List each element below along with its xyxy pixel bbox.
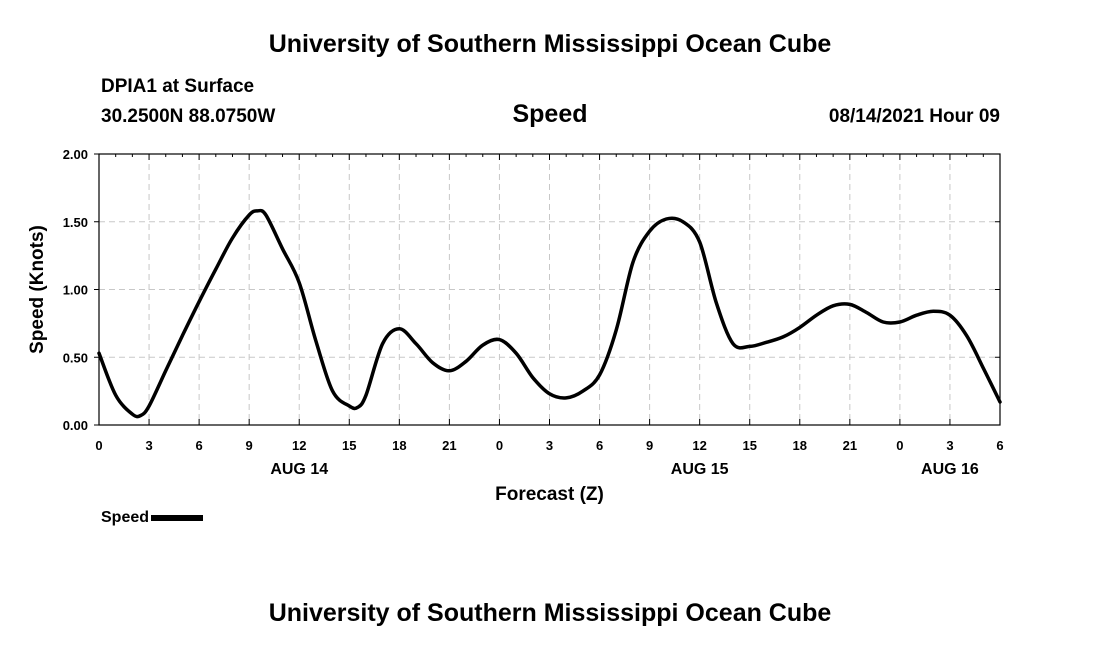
x-tick-label: 3 xyxy=(546,438,553,453)
chart-header-title: University of Southern Mississippi Ocean… xyxy=(268,30,832,58)
x-tick-label: 3 xyxy=(946,438,953,453)
x-tick-label: 0 xyxy=(95,438,102,453)
legend: Speed xyxy=(101,509,204,527)
y-tick-label: 0.00 xyxy=(63,418,88,433)
x-tick-label: 0 xyxy=(896,438,903,453)
x-tick-label: 6 xyxy=(195,438,202,453)
x-tick-label: 6 xyxy=(596,438,603,453)
x-tick-label: 6 xyxy=(996,438,1003,453)
chart-title: Speed xyxy=(512,100,588,128)
y-tick-label: 0.50 xyxy=(63,350,88,365)
x-tick-label: 18 xyxy=(793,438,807,453)
forecast-datetime: 08/14/2021 Hour 09 xyxy=(828,106,1000,127)
x-tick-label: 12 xyxy=(292,438,306,453)
x-tick-label: 15 xyxy=(342,438,356,453)
x-date-label: AUG 15 xyxy=(671,461,729,478)
legend-line-swatch xyxy=(151,515,204,521)
x-tick-label: 3 xyxy=(145,438,152,453)
y-tick-label: 1.50 xyxy=(63,215,88,230)
x-date-label: AUG 16 xyxy=(921,461,979,478)
chart-footer-title: University of Southern Mississippi Ocean… xyxy=(268,599,832,627)
x-tick-label: 9 xyxy=(646,438,653,453)
x-tick-label: 0 xyxy=(496,438,503,453)
coordinates-label: 30.2500N 88.0750W xyxy=(101,106,276,127)
y-tick-label: 2.00 xyxy=(63,147,88,162)
x-tick-label: 21 xyxy=(843,438,857,453)
x-tick-label: 21 xyxy=(442,438,456,453)
x-tick-label: 18 xyxy=(392,438,406,453)
y-tick-label: 1.00 xyxy=(63,283,88,298)
speed-series-line xyxy=(97,208,1002,419)
x-tick-label: 15 xyxy=(742,438,756,453)
legend-label: Speed xyxy=(101,509,150,526)
station-label: DPIA1 at Surface xyxy=(101,76,255,97)
x-date-label: AUG 14 xyxy=(270,461,328,478)
y-axis-title: Speed (Knots) xyxy=(27,225,48,354)
x-tick-label: 12 xyxy=(692,438,706,453)
x-tick-label: 9 xyxy=(246,438,253,453)
x-axis-title: Forecast (Z) xyxy=(495,484,604,505)
